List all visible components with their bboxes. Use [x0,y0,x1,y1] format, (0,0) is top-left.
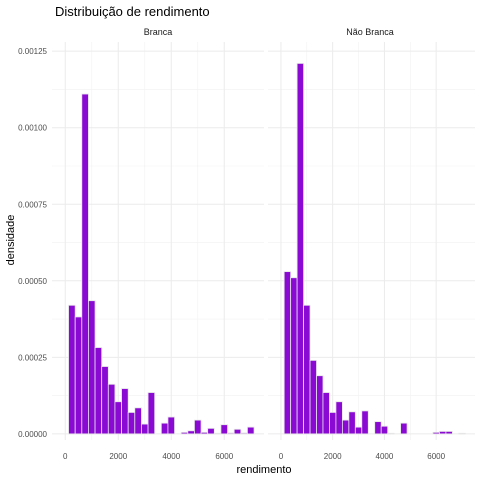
x-tick-label: 2000 [324,452,342,461]
histogram-bar [194,419,202,435]
histogram-bar [101,366,109,435]
histogram-bar [81,93,89,435]
strip-label-branca: Branca [144,27,173,37]
histogram-bar [134,407,142,435]
x-tick-label: 2000 [109,452,127,461]
histogram-bar [432,431,440,435]
histogram-bar [74,316,83,435]
x-tick-label: 4000 [376,452,394,461]
histogram-bar [322,392,330,435]
histogram-bar [247,426,255,435]
grid-lines [52,42,475,440]
histogram-bar [220,424,228,435]
x-tick-label: 0 [63,452,68,461]
x-tick-label: 6000 [427,452,445,461]
histogram-bar [316,375,324,435]
histogram-bar [439,431,447,435]
histogram-bar [141,423,149,435]
histogram-bars [68,63,466,435]
histogram-bar [107,383,116,435]
histogram-bar [303,304,311,435]
histogram-bar [400,422,408,435]
histogram-bar [207,427,215,435]
y-tick-label: 0.00050 [18,277,47,286]
histogram-bar [114,401,122,435]
y-tick-label: 0.00100 [18,124,47,133]
histogram-bar [387,432,395,435]
histogram-bar [348,411,356,435]
histogram-bar [458,432,466,435]
y-tick-label: 0.00025 [18,353,47,362]
x-tick-label: 6000 [215,452,233,461]
histogram-bar [147,392,156,435]
histogram-bar [88,300,96,435]
histogram-bar [227,432,235,435]
y-axis-label: densidade [5,215,17,266]
x-tick-label: 4000 [162,452,180,461]
strip-label-nao-branca: Não Branca [346,27,394,37]
histogram-bar [167,416,175,435]
histogram-bar [354,426,363,435]
histogram-bar [380,425,389,435]
histogram-bar [200,431,209,435]
axis-ticks: 0 2000 4000 6000 0 2000 4000 6000 0.00000 0.00025… [18,47,446,461]
x-tick-label: 0 [279,452,284,461]
histogram-bar [68,304,76,435]
y-tick-label: 0.00000 [18,430,47,439]
histogram-bar [187,430,195,435]
histogram-bar [283,271,292,435]
y-tick-label: 0.00125 [18,47,47,56]
histogram-bar [127,412,136,435]
x-axis-label: rendimento [236,464,291,476]
histogram-bar [329,412,337,435]
chart-title: Distribuição de rendimento [55,4,210,19]
histogram-bar [296,63,304,435]
histogram-bar [335,401,343,435]
histogram-bar [180,431,189,435]
y-tick-label: 0.00075 [18,200,47,209]
histogram-bar [290,277,298,435]
histogram-bar [121,388,129,435]
histogram-bar [213,432,222,435]
histogram-bar [160,422,169,435]
histogram-bar [445,431,453,435]
histogram-bar [361,410,369,435]
histogram-bar [233,428,242,435]
histogram-bar [94,347,103,435]
histogram-bar [374,421,382,435]
histogram-bar [240,432,248,435]
histogram-bar [341,419,350,435]
histogram-bar [309,359,317,435]
